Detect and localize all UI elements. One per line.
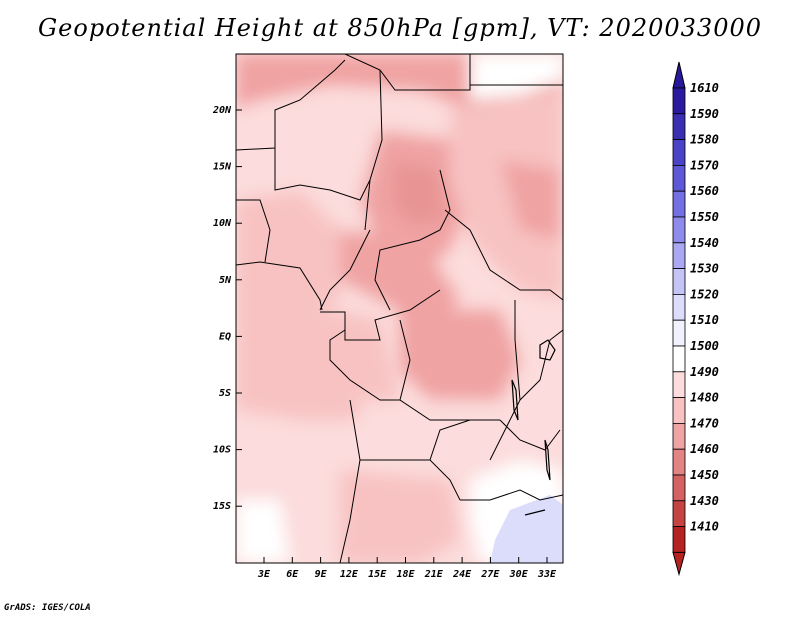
colorbar-label: 1480	[690, 391, 719, 405]
colorbar-label: 1610	[690, 81, 719, 95]
colorbar-label: 1580	[690, 133, 719, 147]
lon-label: 30E	[509, 569, 529, 580]
colorbar-label: 1460	[690, 442, 719, 456]
colorbar-label: 1430	[690, 494, 719, 508]
colorbar-bin	[672, 242, 686, 270]
colorbar-bin	[672, 190, 686, 218]
colorbar-label: 1530	[690, 262, 719, 276]
colorbar-bin	[672, 164, 686, 192]
colorbar-label: 1540	[690, 236, 719, 250]
colorbar-label: 1490	[690, 365, 719, 379]
lon-label: 21E	[424, 569, 444, 580]
map-frame	[235, 53, 564, 564]
colorbar-bin	[672, 422, 686, 450]
lat-label: 5S	[219, 388, 231, 399]
colorbar-bottom-arrow	[672, 551, 686, 577]
lat-label: 15S	[213, 501, 231, 512]
colorbar-label: 1590	[690, 107, 719, 121]
lat-label: 5N	[219, 275, 232, 286]
lon-label: 6E	[286, 569, 299, 580]
colorbar-bin	[672, 216, 686, 244]
colorbar-bin	[672, 448, 686, 476]
colorbar-label: 1450	[690, 468, 719, 482]
colorbar-label: 1510	[690, 313, 719, 327]
country-borders	[236, 54, 563, 563]
lon-label: 24E	[452, 569, 472, 580]
lon-label: 3E	[257, 569, 271, 580]
colorbar-label: 1520	[690, 287, 719, 301]
lon-label: 9E	[315, 569, 328, 580]
colorbar-label: 1410	[690, 520, 719, 534]
lat-label: 15N	[213, 162, 232, 173]
colorbar-label: 1550	[690, 210, 719, 224]
colorbar-bin	[672, 397, 686, 424]
colorbar-bin	[672, 500, 686, 527]
colorbar-bin	[672, 319, 686, 347]
colorbar-label: 1470	[690, 416, 719, 430]
latitude-axis: 20N 15N 10N 5N EQ 5S 10S 15S	[212, 105, 242, 512]
colorbar-bin	[672, 268, 686, 295]
colorbar-label: 1560	[690, 184, 719, 198]
colorbar-label: 1570	[690, 158, 719, 172]
lon-label: 18E	[396, 569, 415, 580]
footer-credit: GrADS: IGES/COLA	[4, 603, 91, 613]
lat-label: 10S	[213, 445, 231, 456]
lakes	[511, 339, 556, 516]
lon-label: 12E	[340, 569, 359, 580]
lat-label: 10N	[213, 218, 232, 229]
lon-label: 33E	[537, 569, 557, 580]
colorbar-bin	[672, 345, 686, 373]
lon-label: 27E	[480, 569, 500, 580]
colorbar-bin	[672, 113, 686, 141]
colorbar-label: 1500	[690, 339, 719, 353]
colorbar-bin	[672, 474, 686, 502]
map-title: Geopotential Height at 850hPa [gpm], VT:…	[38, 14, 762, 42]
colorbar-bin	[672, 293, 686, 321]
colorbar-bin	[672, 371, 686, 398]
colorbar-bin	[672, 526, 686, 553]
lat-label: 20N	[212, 105, 232, 116]
colorbar-bin	[672, 87, 686, 115]
colorbar: 1610 1590 1580 1570 1560 1550 1540 1530 1520 1510…	[672, 61, 719, 577]
lon-label: 15E	[368, 569, 387, 580]
colorbar-bin	[672, 139, 686, 166]
longitude-axis: 3E 6E 9E 12E 15E 18E 21E 24E 27E 30E 33E	[257, 557, 557, 580]
lat-label: EQ	[219, 331, 231, 342]
height-field	[236, 54, 563, 563]
colorbar-top-arrow	[672, 61, 686, 89]
